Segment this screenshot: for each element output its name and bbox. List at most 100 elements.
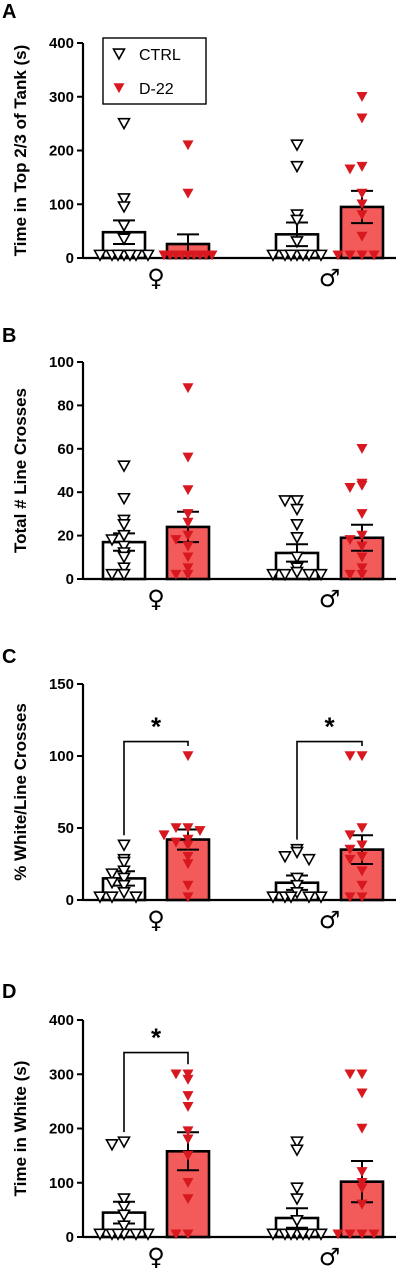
ctrl-data-point	[117, 529, 131, 543]
d22-data-point	[182, 1150, 194, 1161]
d22-data-point	[182, 250, 194, 261]
d22-data-point	[182, 1229, 194, 1240]
d22-data-point	[332, 1229, 344, 1240]
d22-data-point	[182, 383, 194, 394]
d22-data-point	[200, 250, 212, 261]
ctrl-data-point	[117, 856, 131, 870]
ctrl-data-point	[105, 876, 119, 890]
y-tick-label: 150	[49, 676, 74, 693]
d22-data-point	[368, 1229, 380, 1240]
ctrl-data-point	[290, 214, 304, 227]
d22-data-point	[182, 880, 194, 891]
ctrl-data-point	[314, 249, 328, 262]
group-label: ♂	[319, 585, 341, 613]
d22-data-point	[356, 199, 368, 210]
ctrl-data-point	[117, 562, 131, 575]
panel-letter: D	[2, 981, 16, 1003]
ctrl-data-point	[290, 503, 304, 517]
d22-data-point	[344, 892, 356, 903]
ctrl-data-point	[266, 891, 280, 904]
ctrl-data-point	[290, 236, 304, 249]
d22-data-point	[182, 541, 194, 552]
y-tick-label: 0	[66, 892, 74, 909]
d22-data-point	[344, 830, 356, 841]
y-tick-label: 0	[66, 250, 74, 267]
d22-data-point	[356, 530, 368, 541]
d22-data-point	[356, 569, 368, 580]
ctrl-data-point	[290, 139, 304, 152]
d22-data-point	[368, 250, 380, 261]
d22-data-point	[356, 892, 368, 903]
d22-data-point	[170, 823, 182, 834]
d22-data-point	[344, 751, 356, 762]
ctrl-data-point	[117, 117, 131, 131]
ctrl-data-point	[278, 495, 292, 508]
y-tick-label: 0	[66, 1229, 74, 1246]
panel-letter: C	[2, 646, 16, 668]
group-label: ♀	[147, 1243, 165, 1271]
y-tick-label: 400	[49, 1012, 74, 1029]
ctrl-data-point	[93, 891, 107, 904]
group-label: ♂	[319, 264, 341, 292]
ctrl-data-point	[117, 233, 131, 246]
y-tick-label: 300	[49, 1066, 74, 1083]
d22-data-point	[356, 1177, 368, 1188]
ctrl-data-point	[117, 887, 131, 900]
ctrl-data-point	[117, 492, 131, 506]
y-tick-label: 100	[49, 1175, 74, 1192]
d22-data-point	[182, 569, 194, 580]
ctrl-data-point	[290, 160, 304, 174]
d22-data-point	[356, 509, 368, 520]
ctrl-data-point	[290, 879, 304, 893]
ctrl-data-point	[117, 519, 131, 532]
y-tick-label: 300	[49, 89, 74, 106]
ctrl-data-point	[117, 839, 131, 852]
ctrl-data-point	[278, 568, 292, 582]
ctrl-data-point	[117, 879, 131, 893]
y-tick-label: 80	[57, 397, 74, 414]
d22-data-point	[182, 852, 194, 862]
ctrl-data-point	[290, 1144, 304, 1157]
d22-data-point	[356, 823, 368, 834]
ctrl-data-point	[314, 891, 328, 904]
ctrl-data-point	[314, 568, 328, 582]
d22-data-point	[344, 483, 356, 493]
d22-data-point	[182, 188, 194, 199]
ctrl-data-point	[105, 1139, 119, 1152]
ctrl-data-point	[129, 891, 143, 904]
ctrl-data-point	[290, 846, 304, 860]
significance-star: *	[324, 712, 335, 742]
ctrl-data-point	[129, 1228, 143, 1241]
group-label: ♂	[319, 906, 341, 934]
ctrl-data-point	[117, 568, 131, 582]
ctrl-data-point	[290, 495, 304, 508]
d22-data-point	[344, 569, 356, 580]
d22-data-point	[170, 535, 182, 546]
y-axis-label: Time in White (s)	[11, 1061, 30, 1197]
y-axis-label: Time in Top 2/3 of Tank (s)	[11, 45, 30, 257]
significance-bracket	[123, 1051, 189, 1133]
panel-letter: B	[2, 325, 16, 347]
d22-data-point	[356, 161, 368, 172]
y-tick-label: 200	[49, 1121, 74, 1138]
significance-star: *	[151, 712, 162, 742]
d22-data-point	[356, 541, 368, 552]
ctrl-data-point	[117, 1220, 131, 1233]
group-label: ♀	[147, 906, 165, 934]
d22-data-point	[356, 1183, 368, 1194]
ctrl-data-point	[302, 853, 316, 867]
ctrl-data-point	[117, 460, 131, 473]
y-tick-label: 200	[49, 143, 74, 160]
ctrl-data-point	[296, 1228, 310, 1241]
group-label: ♂	[319, 1243, 341, 1271]
group-label: ♀	[147, 264, 165, 292]
d22-data-point	[182, 859, 194, 870]
y-tick-label: 400	[49, 35, 74, 52]
legend-ctrl-marker	[112, 48, 126, 61]
y-tick-label: 50	[57, 820, 74, 837]
y-tick-label: 100	[49, 196, 74, 213]
d22-data-point	[356, 250, 368, 261]
d22-data-point	[164, 250, 176, 261]
ctrl-data-point	[117, 551, 131, 564]
